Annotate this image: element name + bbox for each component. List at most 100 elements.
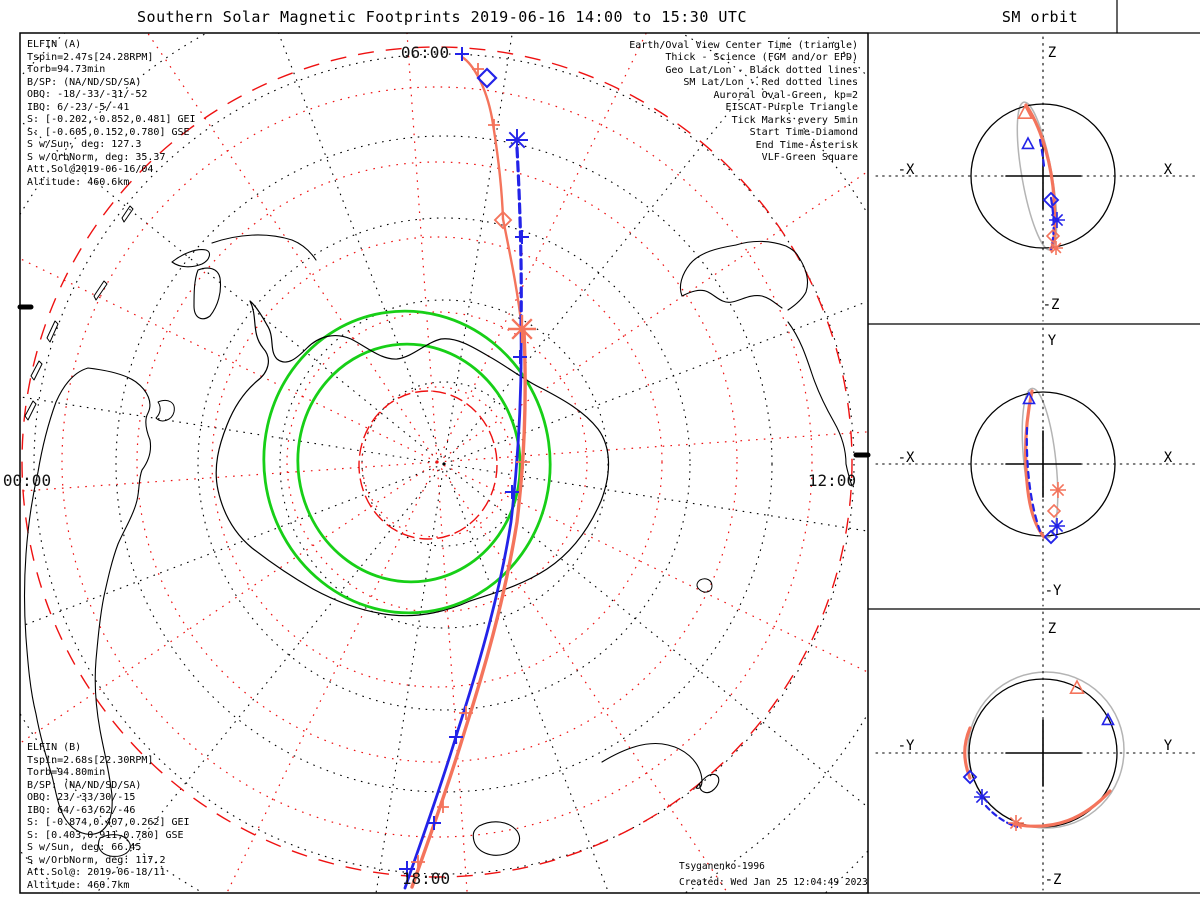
elfin-a-line: S w/Sun, deg: 127.3 [27,139,141,150]
legend-line: SM Lat/Lon - Red dotted lines [683,77,858,88]
elfin-b-line: Tspin=2.68s[22.30RPM] [27,755,153,766]
p3-cross [1005,719,1082,787]
tick-elfin-a [427,816,441,830]
tick-elfin-b [472,63,484,75]
p3-end-asterisk-b [1008,815,1024,831]
tick-elfin-b [516,455,530,469]
p2-cross [1005,430,1082,498]
dial-label-0600: 06:00 [401,43,449,62]
tick-elfin-a [449,730,463,744]
east-coastline [787,321,853,487]
p1-axis-label-bottom: -Z [1043,297,1060,313]
elfin-b-line: S: [-0.874,0.407,0.262] GEI [27,817,190,828]
p3-orbit-b-arc-right [1010,789,1112,828]
p2-axis-label-right: X [1164,450,1173,466]
p1-end-asterisk-b [1049,241,1063,255]
p2-center-time-triangle-a [1022,391,1036,405]
legend-line: End Time-Asterisk [756,140,858,151]
tick-elfin-b [459,706,473,720]
p2-start-diamond-a [1043,529,1059,545]
end-asterisk-elfin-a [506,129,528,151]
tick-elfin-a [515,230,529,244]
elfin-b-name: ELFIN (B) [27,742,81,753]
legend-line: Auroral Oval-Green, kp=2 [714,90,859,101]
tick-elfin-b [488,119,500,131]
sm-outer-ring [21,46,853,878]
elfin-b-line: Torb=94.80min [27,767,105,778]
p1-axis-label-right: X [1164,162,1173,178]
p3-orbit-gray [967,671,1125,829]
antarctica-coastline [215,300,610,617]
elfin-b-line: S w/OrbNorm, deg: 117.2 [27,855,165,866]
p1-cross [1005,142,1082,210]
elfin-a-line: S w/OrbNorm, deg: 35.37 [27,152,165,163]
p3-orbit-a-dash [984,804,1019,829]
sm-orbit-title: SM orbit [1002,8,1078,26]
legend-line: Start Time-Diamond [750,127,858,138]
south-america-coastline [23,367,152,835]
sm-polar-circle [358,390,498,540]
p3-axis-label-top: Z [1048,621,1056,637]
p1-orbit-a-dash [1038,138,1055,251]
map-layer [20,33,868,893]
p1-axis-label-top: Z [1048,45,1056,61]
p3-axis-label-bottom: -Z [1045,872,1062,888]
p1-start-diamond-b [1045,228,1061,244]
p3-center-time-triangle-a [1101,712,1115,726]
dial-label-1800: 18:00 [402,869,450,888]
elfin-a-line: Torb=94.73min [27,64,105,75]
se-coast-hook [601,742,720,794]
legend-line: Tick Marks every 5min [732,115,858,126]
elfin-b-line: S: [0.403,0.911,0.780] GSE [27,830,184,841]
dial-label-0000: 00:00 [3,471,51,490]
main-plot-border [19,32,869,894]
end-asterisk-elfin-b [508,315,536,343]
tick-elfin-b [411,855,425,869]
auroral-oval-outer [262,309,552,615]
chile-island-slivers [24,205,134,421]
p2-axis-label-bottom: -Y [1045,583,1062,599]
elfin-b-line: IBQ: 64/-63/62/-46 [27,805,135,816]
p2-end-asterisk-b [1050,482,1066,498]
legend-line: VLF-Green Square [762,152,858,163]
tick-elfin-a [399,861,415,877]
elfin-a-line: Tspin=2.47s[24.28RPM] [27,52,153,63]
tick-elfin-b [437,801,449,813]
p1-center-time-triangle-a [1021,136,1035,150]
p3-start-diamond-a [962,769,978,785]
elfin-a-line: S: [-0.605,0.152,0.780] GSE [27,127,190,138]
elfin-b-line: S w/Sun, deg: 66.45 [27,842,141,853]
elfin-a-line: S: [-0.202,-0.852,0.481] GEI [27,114,196,125]
panel-layer [17,0,1200,894]
p3-axis-label-right: Y [1164,738,1173,754]
legend-line: Thick - Science (FGM and/or EPD) [665,52,858,63]
legend-line: EISCAT-Purple Triangle [726,102,858,113]
new-zealand-islands [171,249,222,320]
track-elfin-a-main [403,326,523,890]
p2-end-asterisk-a [1049,518,1065,534]
created-label: Created: Wed Jan 25 12:04:49 2023 [679,877,868,888]
p2-start-diamond-b [1046,503,1062,519]
elfin-a-line: Altitude: 460.6km [27,177,129,188]
p2-orbit-gray [1021,387,1059,539]
crescent-island [155,399,175,422]
start-diamond-elfin-a [476,67,498,89]
elfin-b-line: OBQ: 23/-33/30/-15 [27,792,135,803]
elfin-b-line: Att.Sol@: 2019-06-18/11 [27,867,165,878]
bottom-island [472,821,521,856]
p2-orbit-b-arc [1024,389,1046,539]
elfin-b-line: B/SP: (NA/ND/SD/SA) [27,780,141,791]
tick-elfin-a [513,350,527,364]
track-elfin-b-main [410,328,527,889]
start-diamond-elfin-b [493,210,513,230]
tick-elfin-a [455,47,469,61]
top-coast-arc [211,234,317,261]
p1-axis-label-left: -X [898,162,915,178]
elfin-a-line: OBQ: -18/-33/-31/-52 [27,89,147,100]
legend-line: Geo Lat/Lon - Black dotted lines [665,65,858,76]
p2-axis-label-left: -X [898,450,915,466]
p1-orbit-b-arc [1024,103,1057,252]
fuego-islands [97,834,131,857]
